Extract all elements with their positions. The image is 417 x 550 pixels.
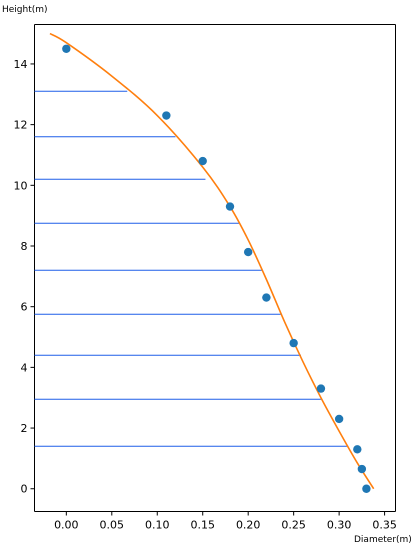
horizontal-lines (34, 90, 349, 447)
y-tick-label: 8 (21, 240, 28, 253)
y-axis-ticks: 0 2 4 6 8 10 12 14 (14, 58, 35, 496)
x-tick-label: 0.15 (190, 519, 215, 532)
fit-curve (49, 32, 375, 490)
y-tick-label: 6 (21, 301, 28, 314)
data-point (362, 484, 371, 493)
x-tick-label: 0.05 (100, 519, 125, 532)
x-axis-title: Diameter(m) (354, 535, 412, 545)
data-points (62, 44, 371, 493)
plot-frame (34, 24, 396, 512)
x-tick-label: 0.10 (145, 519, 170, 532)
x-tick-label: 0.20 (236, 519, 261, 532)
x-axis-ticks: 0.00 0.05 0.10 0.15 0.20 0.25 0.30 0.35 (54, 511, 397, 532)
y-axis-title: Height(m) (2, 5, 48, 15)
y-tick-label: 12 (14, 119, 28, 132)
y-tick-label: 10 (14, 179, 28, 192)
data-point (262, 293, 271, 302)
x-tick-label: 0.25 (281, 519, 306, 532)
y-tick-label: 2 (21, 422, 28, 435)
y-tick-label: 4 (21, 361, 28, 374)
data-point (62, 44, 71, 53)
data-point (316, 384, 326, 393)
y-tick-label: 0 (21, 483, 28, 496)
data-point (353, 445, 362, 454)
data-point (289, 338, 298, 348)
data-point (225, 202, 235, 211)
data-point (357, 464, 367, 474)
fit-curve-layer (49, 32, 375, 490)
data-point (243, 247, 253, 257)
data-point (162, 111, 171, 120)
y-tick-label: 14 (14, 58, 28, 71)
x-tick-label: 0.35 (372, 519, 397, 532)
data-point (334, 414, 344, 424)
data-point (198, 156, 207, 166)
x-tick-label: 0.00 (54, 519, 79, 532)
x-tick-label: 0.30 (327, 519, 352, 532)
